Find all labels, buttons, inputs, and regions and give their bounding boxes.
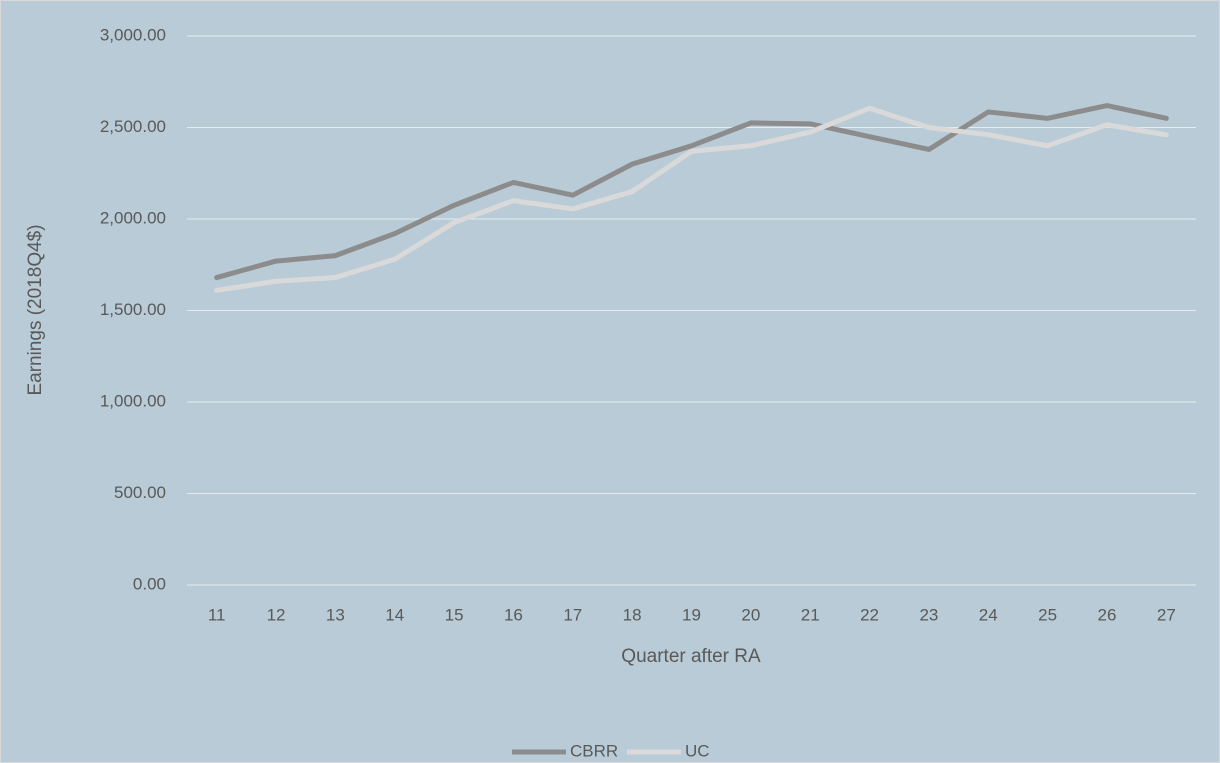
y-tick-label: 3,000.00 bbox=[100, 25, 166, 44]
y-tick-label: 2,000.00 bbox=[100, 208, 166, 227]
x-tick-label: 27 bbox=[1157, 605, 1176, 624]
x-tick-label: 14 bbox=[385, 605, 404, 624]
x-tick-label: 12 bbox=[267, 605, 286, 624]
y-tick-label: 500.00 bbox=[114, 483, 166, 502]
x-tick-label: 23 bbox=[919, 605, 938, 624]
x-tick-label: 22 bbox=[860, 605, 879, 624]
x-tick-label: 21 bbox=[801, 605, 820, 624]
x-tick-label: 17 bbox=[563, 605, 582, 624]
x-tick-label: 16 bbox=[504, 605, 523, 624]
x-tick-label: 26 bbox=[1098, 605, 1117, 624]
y-tick-label: 1,000.00 bbox=[100, 391, 166, 410]
legend-label: UC bbox=[685, 741, 710, 760]
y-tick-label: 1,500.00 bbox=[100, 300, 166, 319]
x-axis-title: Quarter after RA bbox=[621, 646, 761, 667]
x-tick-label: 20 bbox=[741, 605, 760, 624]
y-tick-label: 2,500.00 bbox=[100, 117, 166, 136]
line-series bbox=[214, 103, 1169, 281]
legend-label: CBRR bbox=[570, 741, 618, 760]
line-series bbox=[214, 105, 1169, 293]
x-tick-label: 15 bbox=[445, 605, 464, 624]
x-tick-label: 11 bbox=[208, 605, 226, 624]
x-tick-label: 18 bbox=[623, 605, 642, 624]
y-tick-label: 0.00 bbox=[133, 574, 166, 593]
y-axis-title: Earnings (2018Q4$) bbox=[25, 224, 46, 395]
x-tick-label: 19 bbox=[682, 605, 701, 624]
x-tick-label: 13 bbox=[326, 605, 345, 624]
x-tick-label: 24 bbox=[979, 605, 998, 624]
x-tick-label: 25 bbox=[1038, 605, 1057, 624]
